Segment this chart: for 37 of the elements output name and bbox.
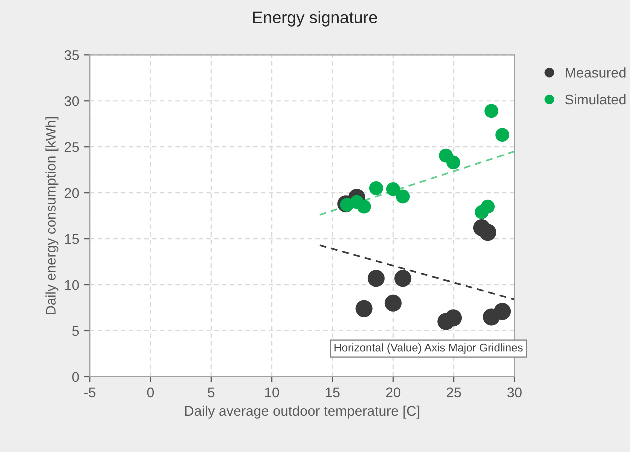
- x-tick-label: 30: [508, 388, 522, 398]
- legend-label: Simulated: [566, 94, 626, 105]
- point: [445, 310, 462, 327]
- x-tick-label: 0: [147, 388, 154, 398]
- point: [368, 270, 385, 288]
- annotation: Horizontal (Value) Axis Major Gridlines: [334, 344, 523, 354]
- point: [481, 200, 495, 214]
- point: [384, 294, 402, 312]
- point: [396, 190, 410, 204]
- point: [446, 156, 461, 170]
- point: [480, 224, 497, 242]
- x-tick-label: 10: [265, 388, 280, 398]
- point: [496, 128, 510, 142]
- chart-title: Energy signature: [253, 11, 378, 27]
- point: [484, 104, 499, 118]
- x-tick-label: 5: [208, 388, 215, 398]
- y-tick-label: 25: [64, 142, 80, 152]
- point: [386, 182, 400, 196]
- y-tick-label: 5: [72, 326, 80, 336]
- point: [357, 200, 372, 214]
- y-tick-label: 10: [65, 280, 80, 290]
- y-tick-label: 0: [72, 372, 80, 382]
- y-tick-label: 15: [65, 234, 80, 244]
- point: [394, 270, 412, 288]
- point: [369, 182, 384, 196]
- x-tick-label: 25: [447, 388, 462, 398]
- x-tick-label: 20: [386, 388, 401, 398]
- point: [356, 300, 373, 318]
- point: [494, 303, 512, 320]
- x-axis-title: Daily average outdoor temperature [C]: [185, 406, 420, 419]
- y-tick-label: 35: [64, 50, 80, 60]
- x-tick-label: -5: [84, 388, 96, 398]
- y-axis-title: Daily energy consumption [kWh]: [46, 117, 59, 314]
- x-tick-label: 15: [326, 388, 340, 398]
- y-tick-label: 20: [64, 188, 80, 198]
- y-tick-label: 30: [64, 96, 80, 106]
- legend-label: Measured: [566, 68, 626, 78]
